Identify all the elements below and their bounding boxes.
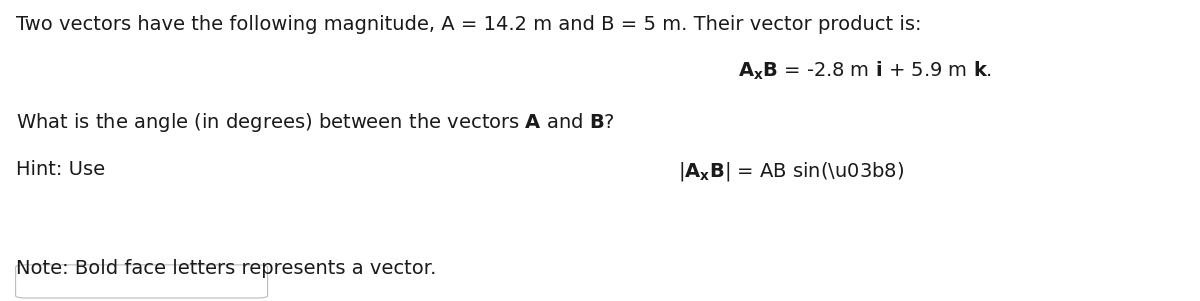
Text: $\mathbf{A}_\mathbf{x}\mathbf{B}$ = -2.8 m $\mathbf{i}$ + 5.9 m $\mathbf{k}$.: $\mathbf{A}_\mathbf{x}\mathbf{B}$ = -2.8…: [738, 60, 992, 82]
Text: Two vectors have the following magnitude, A = 14.2 m and B = 5 m. Their vector p: Two vectors have the following magnitude…: [16, 15, 922, 34]
Text: What is the angle (in degrees) between the vectors $\mathbf{A}$ and $\mathbf{B}$: What is the angle (in degrees) between t…: [16, 111, 614, 134]
Text: |$\mathbf{A}_\mathbf{x}\mathbf{B}$| = AB sin(\u03b8): |$\mathbf{A}_\mathbf{x}\mathbf{B}$| = AB…: [678, 160, 905, 182]
FancyBboxPatch shape: [16, 265, 268, 298]
Text: Hint: Use: Hint: Use: [16, 160, 104, 178]
Text: Note: Bold face letters represents a vector.: Note: Bold face letters represents a vec…: [16, 259, 436, 278]
